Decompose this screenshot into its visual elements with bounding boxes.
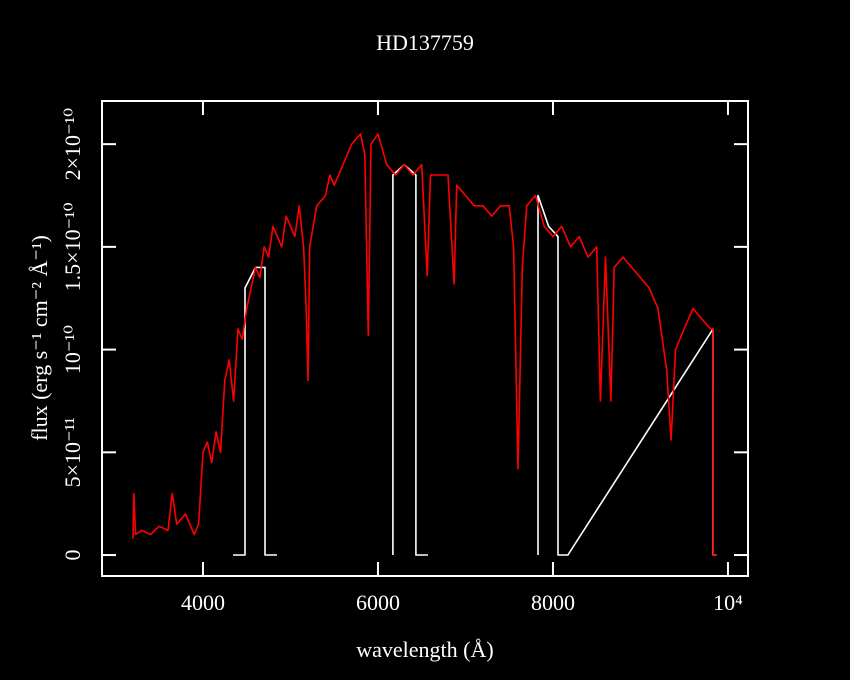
spectrum-line bbox=[132, 133, 717, 556]
x-tick-label: 4000 bbox=[181, 590, 225, 615]
y-tick-label: 10⁻¹⁰ bbox=[60, 325, 85, 374]
y-tick-label: 0 bbox=[60, 550, 85, 561]
x-tick-label: 8000 bbox=[531, 590, 575, 615]
y-tick-label: 5×10⁻¹¹ bbox=[60, 417, 85, 487]
y-tick-label: 2×10⁻¹⁰ bbox=[60, 108, 85, 181]
y-axis-label: flux (erg s⁻¹ cm⁻² Å⁻¹) bbox=[27, 235, 52, 441]
y-tick-label: 1.5×10⁻¹⁰ bbox=[60, 202, 85, 291]
plot-frame bbox=[101, 100, 749, 577]
x-axis-label: wavelength (Å) bbox=[356, 637, 493, 662]
chart-title: HD137759 bbox=[376, 30, 474, 55]
x-tick-label: 6000 bbox=[356, 590, 400, 615]
x-tick-label: 10⁴ bbox=[713, 590, 743, 615]
